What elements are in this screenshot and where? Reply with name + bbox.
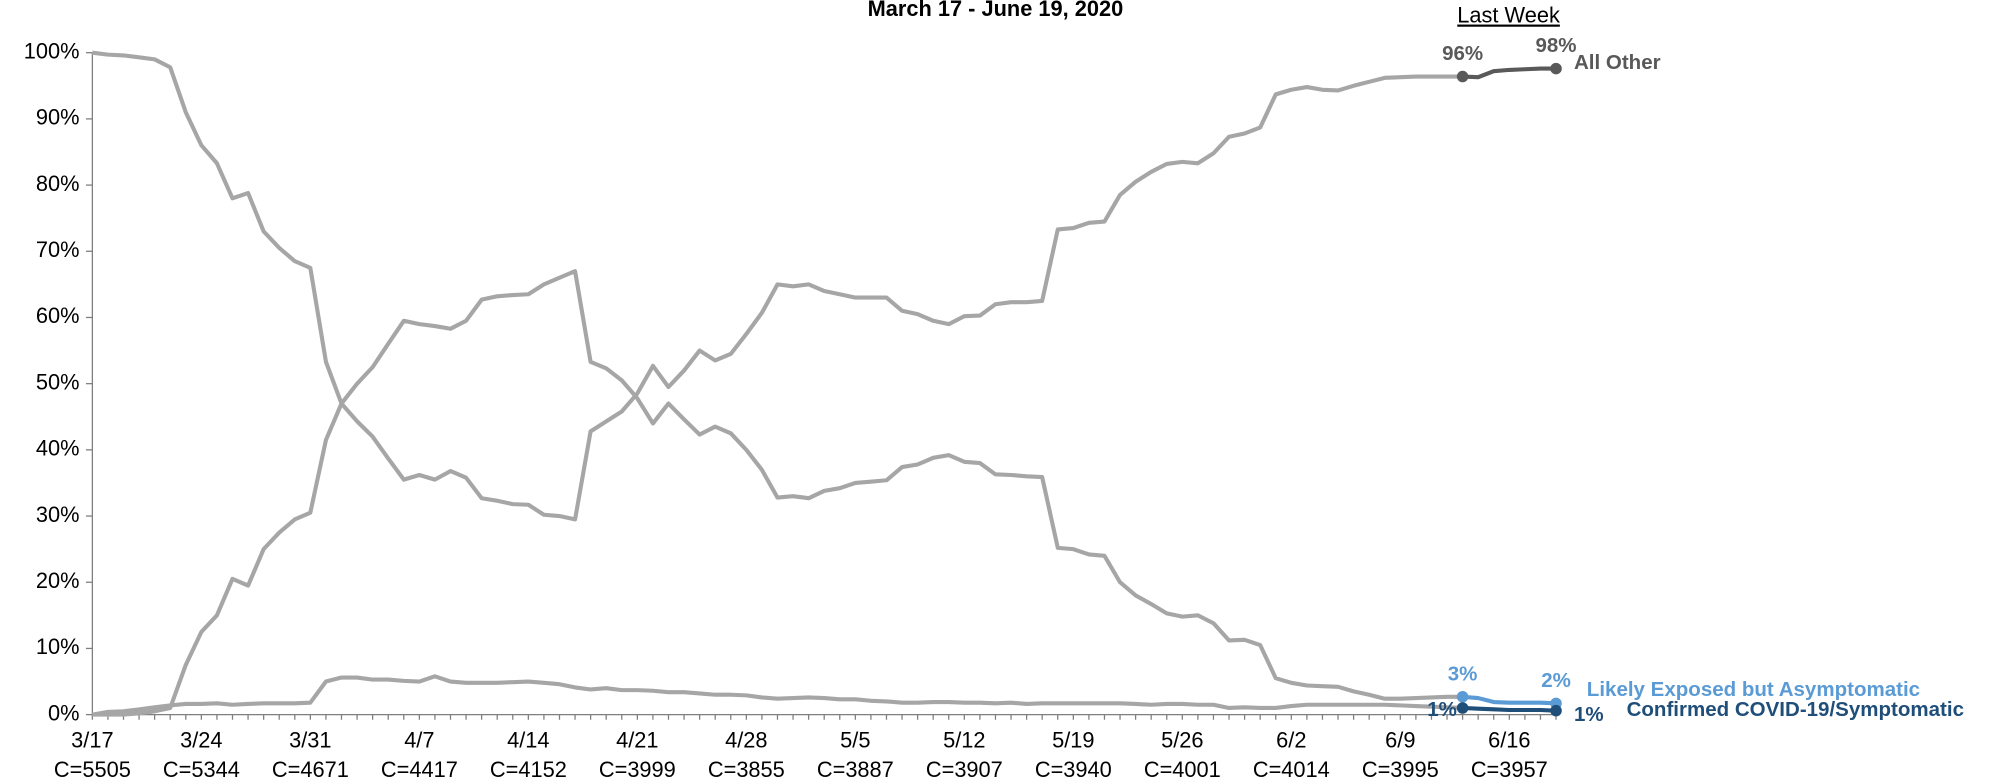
y-tick-label: 100%: [24, 38, 80, 63]
x-tick-label: 5/19: [1052, 727, 1094, 752]
y-tick-label: 40%: [36, 436, 80, 461]
x-count-label: C=3855: [708, 757, 785, 782]
point: [1456, 702, 1469, 714]
x-tick-label: 3/24: [180, 727, 222, 752]
x-count-label: C=4417: [381, 757, 458, 782]
highlight-line: [1462, 66, 1557, 80]
x-count-label: C=3957: [1471, 757, 1548, 782]
x-count-label: C=4671: [272, 757, 349, 782]
x-tick-label: 6/16: [1488, 727, 1530, 752]
series-label: All Other: [1574, 51, 1661, 74]
point: [1456, 690, 1469, 703]
x-count-label: C=5505: [54, 757, 131, 782]
y-tick-label: 80%: [36, 171, 80, 196]
x-tick-label: 4/7: [404, 727, 434, 752]
highlight-line: [1462, 694, 1557, 706]
x-count-label: C=4001: [1144, 757, 1221, 782]
x-count-label: C=4152: [490, 757, 567, 782]
y-tick-label: 20%: [36, 568, 80, 593]
y-tick-label: 90%: [36, 105, 80, 130]
point: [1550, 62, 1562, 75]
series-label: Likely Exposed but Asymptomatic: [1587, 678, 1920, 701]
x-count-label: C=3940: [1035, 757, 1112, 782]
x-tick-label: 4/21: [616, 727, 658, 752]
x-count-label: C=4014: [1253, 757, 1330, 782]
x-tick-label: 5/26: [1161, 727, 1203, 752]
value-label: 1%: [1427, 698, 1457, 721]
value-label: 96%: [1442, 42, 1483, 65]
x-count-label: C=3999: [599, 757, 676, 782]
x-tick-label: 5/5: [840, 727, 870, 752]
history-line: [92, 269, 1463, 717]
y-tick-label: 10%: [36, 634, 80, 659]
x-tick-label: 4/28: [725, 727, 767, 752]
history-line: [92, 50, 1463, 522]
x-tick-label: 6/9: [1385, 727, 1415, 752]
series-label: Confirmed COVID-19/Symptomatic: [1627, 698, 1964, 721]
x-count-label: C=5344: [163, 757, 240, 782]
x-tick-label: 4/14: [507, 727, 549, 752]
point: [1456, 70, 1469, 83]
y-tick-label: 70%: [36, 237, 80, 262]
y-tick-label: 30%: [36, 502, 80, 527]
x-count-label: C=3995: [1362, 757, 1439, 782]
point: [1550, 704, 1562, 717]
y-tick-label: 60%: [36, 303, 80, 328]
x-tick-label: 3/17: [71, 727, 113, 752]
y-tick-label: 50%: [36, 369, 80, 394]
y-tick-label: 0%: [48, 700, 80, 725]
highlight-title: Last Week: [1457, 3, 1560, 28]
value-label: 98%: [1535, 34, 1576, 57]
highlight-line: [1462, 705, 1557, 713]
x-tick-label: 3/31: [289, 727, 331, 752]
x-count-label: C=3887: [817, 757, 894, 782]
x-tick-label: 6/2: [1276, 727, 1306, 752]
value-label: 2%: [1541, 669, 1571, 692]
value-label: 1%: [1574, 703, 1604, 726]
x-count-label: C=3907: [926, 757, 1003, 782]
x-tick-label: 5/12: [943, 727, 985, 752]
value-label: 3%: [1448, 662, 1478, 685]
history-line: [92, 674, 1463, 717]
chart-title: March 17 - June 19, 2020: [868, 0, 1124, 21]
